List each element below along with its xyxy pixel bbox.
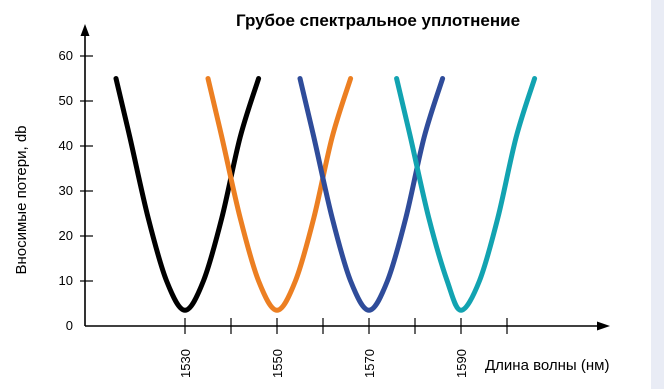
x-tick-label: 1590 [454,349,469,378]
y-tick-label: 30 [59,183,73,198]
side-panel [651,0,664,389]
series-2-curve [205,76,354,313]
x-axis-title: Длина волны (нм) [485,357,609,374]
series-4-curve [394,76,538,313]
y-tick-label: 20 [59,228,73,243]
y-axis-arrow [80,24,90,36]
y-tick-label: 50 [59,93,73,108]
y-tick-label: 10 [59,273,73,288]
y-ticks: 0 10 20 30 40 50 60 [59,48,93,333]
x-axis-arrow [597,321,610,331]
x-tick-label: 1570 [362,349,377,378]
y-axis-title: Вносимые потери, db [13,125,30,274]
x-ticks: 1530 1550 1570 1590 [178,318,508,378]
x-tick-label: 1550 [270,349,285,378]
series-1-curve [113,76,262,313]
chart-title: Грубое спектральное уплотнение [236,11,520,30]
y-tick-label: 40 [59,138,73,153]
series-curves [113,76,538,313]
y-tick-label: 0 [66,318,73,333]
y-tick-label: 60 [59,48,73,63]
x-tick-label: 1530 [178,349,193,378]
